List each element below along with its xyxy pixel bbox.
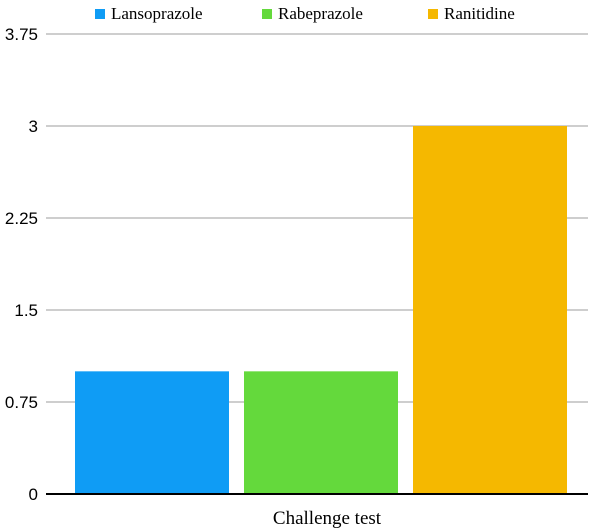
y-tick-label: 3 <box>29 117 38 136</box>
legend-swatch-lansoprazole <box>95 9 105 19</box>
legend-swatch-ranitidine <box>428 9 438 19</box>
bar-rabeprazole <box>244 371 398 494</box>
bar-lansoprazole <box>75 371 229 494</box>
legend-label-ranitidine: Ranitidine <box>444 4 515 23</box>
y-tick-label: 1.5 <box>14 301 38 320</box>
x-category-label: Challenge test <box>273 508 382 529</box>
y-tick-label: 0.75 <box>5 393 38 412</box>
bars <box>75 126 567 494</box>
bar-ranitidine <box>413 126 567 494</box>
legend-swatch-rabeprazole <box>262 9 272 19</box>
legend: Lansoprazole Rabeprazole Ranitidine <box>95 4 515 23</box>
x-axis-labels: Challenge test <box>273 508 382 529</box>
y-axis-ticks: 0 0.75 1.5 2.25 3 3.75 <box>5 25 38 504</box>
legend-label-rabeprazole: Rabeprazole <box>278 4 363 23</box>
y-tick-label: 3.75 <box>5 25 38 44</box>
y-tick-label: 2.25 <box>5 209 38 228</box>
y-tick-label: 0 <box>29 485 38 504</box>
legend-label-lansoprazole: Lansoprazole <box>111 4 203 23</box>
